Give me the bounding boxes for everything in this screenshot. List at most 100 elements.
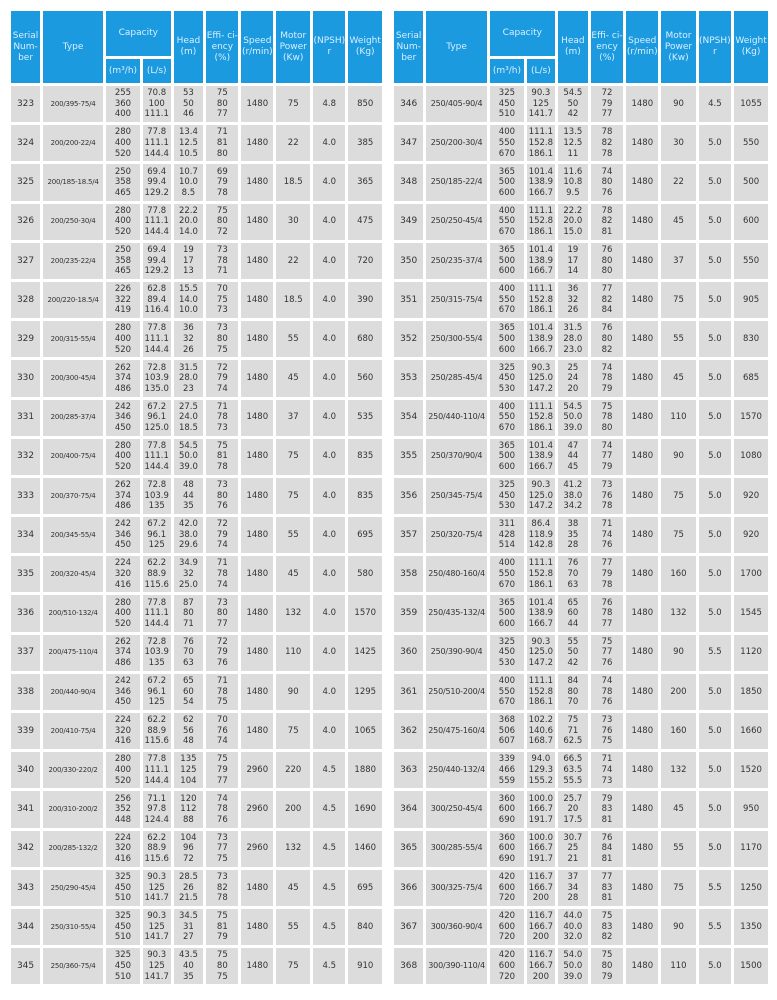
- cell-capacity-m3h: 224 320 416: [106, 556, 140, 593]
- cell-motor-power: 45: [661, 360, 696, 397]
- table-row: 323 200/395-75/4 255 360 400 70.8 100 111.1 53 50…: [11, 86, 382, 123]
- cell-serial-number: 355: [394, 438, 424, 475]
- cell-capacity-m3h: 368 506 607: [489, 713, 524, 750]
- cell-value: 140.6: [528, 725, 554, 736]
- cell-value: 400: [114, 451, 132, 462]
- spec-table: Serial Num- ber Type Capacity Head (m) E…: [8, 8, 385, 987]
- cell-motor-power: 132: [661, 752, 696, 789]
- cell-value: 55.5: [563, 775, 583, 786]
- cell-capacity-m3h: 280 400 520: [106, 438, 140, 475]
- cell-capacity-m3h: 325 450 510: [489, 86, 524, 123]
- cell-value: 39.0: [563, 422, 583, 433]
- cell-value: 125: [148, 540, 165, 551]
- cell-value: 450: [498, 373, 516, 384]
- cell-capacity-m3h: 400 550 670: [489, 125, 524, 162]
- cell-value: 103.9: [144, 647, 169, 658]
- cell-value: 125: [148, 921, 165, 932]
- cell-value: 65: [183, 676, 194, 687]
- table-row: 327 200/235-22/4 250 358 465 69.4 99.4 129.2 19 1…: [11, 242, 382, 279]
- header-head: Head (m): [173, 11, 204, 83]
- cell-value: 111.1: [144, 333, 169, 344]
- cell-capacity-ls: 90.3 125.0 147.2: [526, 477, 555, 515]
- cell-weight: 600: [734, 203, 768, 240]
- cell-value: 56: [183, 725, 194, 736]
- cell-capacity-ls: 69.4 99.4 129.2: [142, 164, 171, 201]
- cell-serial-number: 332: [11, 438, 41, 475]
- cell-serial-number: 334: [11, 517, 41, 554]
- cell-head: 120 112 88: [173, 791, 204, 828]
- cell-capacity-ls: 62.2 88.9 115.6: [142, 556, 171, 593]
- cell-capacity-m3h: 311 428 514: [489, 517, 524, 554]
- cell-value: 77: [216, 843, 228, 854]
- cell-value: 46: [183, 109, 194, 120]
- cell-value: 600: [498, 618, 516, 629]
- cell-weight: 550: [734, 125, 768, 162]
- cell-value: 80: [216, 148, 228, 159]
- cell-value: 76: [601, 597, 613, 608]
- cell-value: 81: [601, 853, 613, 864]
- cell-value: 600: [498, 960, 516, 971]
- cell-speed: 1480: [626, 477, 659, 515]
- cell-value: 90.3: [531, 480, 551, 491]
- table-row: 360 250/390-90/4 325 450 530 90.3 125.0 147.2 55…: [394, 634, 768, 671]
- table-row: 358 250/480-160/4 400 550 670 111.1 152.8 186.1…: [394, 556, 768, 593]
- cell-serial-number: 345: [11, 948, 41, 985]
- cell-value: 62.2: [147, 832, 167, 843]
- cell-value: 40: [183, 960, 194, 971]
- cell-speed: 1480: [241, 242, 274, 279]
- cell-value: 400: [498, 205, 516, 216]
- cell-npsh: 4.0: [313, 399, 346, 436]
- cell-value: 31.5: [563, 323, 583, 334]
- cell-serial-number: 326: [11, 203, 41, 240]
- cell-value: 77.8: [147, 754, 167, 765]
- cell-value: 76: [216, 658, 228, 669]
- cell-motor-power: 22: [661, 164, 696, 201]
- cell-type: 300/325-75/4: [426, 869, 487, 906]
- cell-efficiency: 71 78 73: [206, 399, 239, 436]
- cell-value: 152.8: [528, 569, 554, 580]
- cell-value: 75: [567, 715, 579, 726]
- cell-npsh: 5.5: [698, 869, 732, 906]
- cell-head: 75 71 62.5: [557, 713, 588, 750]
- cell-weight: 1500: [734, 948, 768, 985]
- cell-value: 141.7: [528, 109, 554, 120]
- cell-serial-number: 347: [394, 125, 424, 162]
- cell-efficiency: 75 80 72: [206, 203, 239, 240]
- cell-npsh: 4.0: [313, 556, 346, 593]
- cell-value: 166.7: [528, 804, 554, 815]
- cell-head: 44.0 40.0 32.0: [557, 908, 588, 946]
- cell-value: 138.9: [528, 451, 554, 462]
- cell-value: 73: [601, 775, 613, 786]
- cell-motor-power: 75: [276, 948, 311, 985]
- cell-npsh: 5.0: [698, 948, 732, 985]
- cell-value: 111.1: [144, 608, 169, 619]
- cell-value: 111.1: [528, 676, 554, 687]
- cell-value: 82: [601, 294, 613, 305]
- cell-value: 88.9: [147, 569, 167, 580]
- cell-motor-power: 90: [661, 86, 696, 123]
- cell-value: 118.9: [528, 529, 554, 540]
- cell-efficiency: 78 82 78: [590, 125, 624, 162]
- cell-weight: 580: [348, 556, 382, 593]
- cell-value: 15.5: [178, 284, 198, 295]
- cell-value: 166.7: [528, 843, 554, 854]
- cell-head: 28.5 26 21.5: [173, 869, 204, 906]
- cell-capacity-ls: 111.1 152.8 186.1: [526, 281, 555, 319]
- cell-value: 88: [183, 814, 194, 825]
- cell-value: 34.9: [178, 558, 198, 569]
- cell-npsh: 4.5: [313, 830, 346, 867]
- table-row: 351 250/315-75/4 400 550 670 111.1 152.8 186.1 3…: [394, 281, 768, 319]
- cell-weight: 385: [348, 125, 382, 162]
- cell-value: 42.0: [178, 519, 198, 530]
- cell-value: 450: [114, 422, 132, 433]
- cell-value: 144.4: [144, 775, 169, 786]
- cell-value: 76: [216, 501, 228, 512]
- cell-value: 69: [216, 166, 228, 177]
- cell-value: 76: [601, 832, 613, 843]
- cell-value: 152.8: [528, 216, 554, 227]
- cell-value: 416: [114, 579, 132, 590]
- cell-value: 510: [114, 893, 132, 904]
- table-row: 326 200/250-30/4 280 400 520 77.8 111.1 144.4 22…: [11, 203, 382, 240]
- cell-type: 200/200-22/4: [43, 125, 104, 162]
- cell-weight: 1170: [734, 830, 768, 867]
